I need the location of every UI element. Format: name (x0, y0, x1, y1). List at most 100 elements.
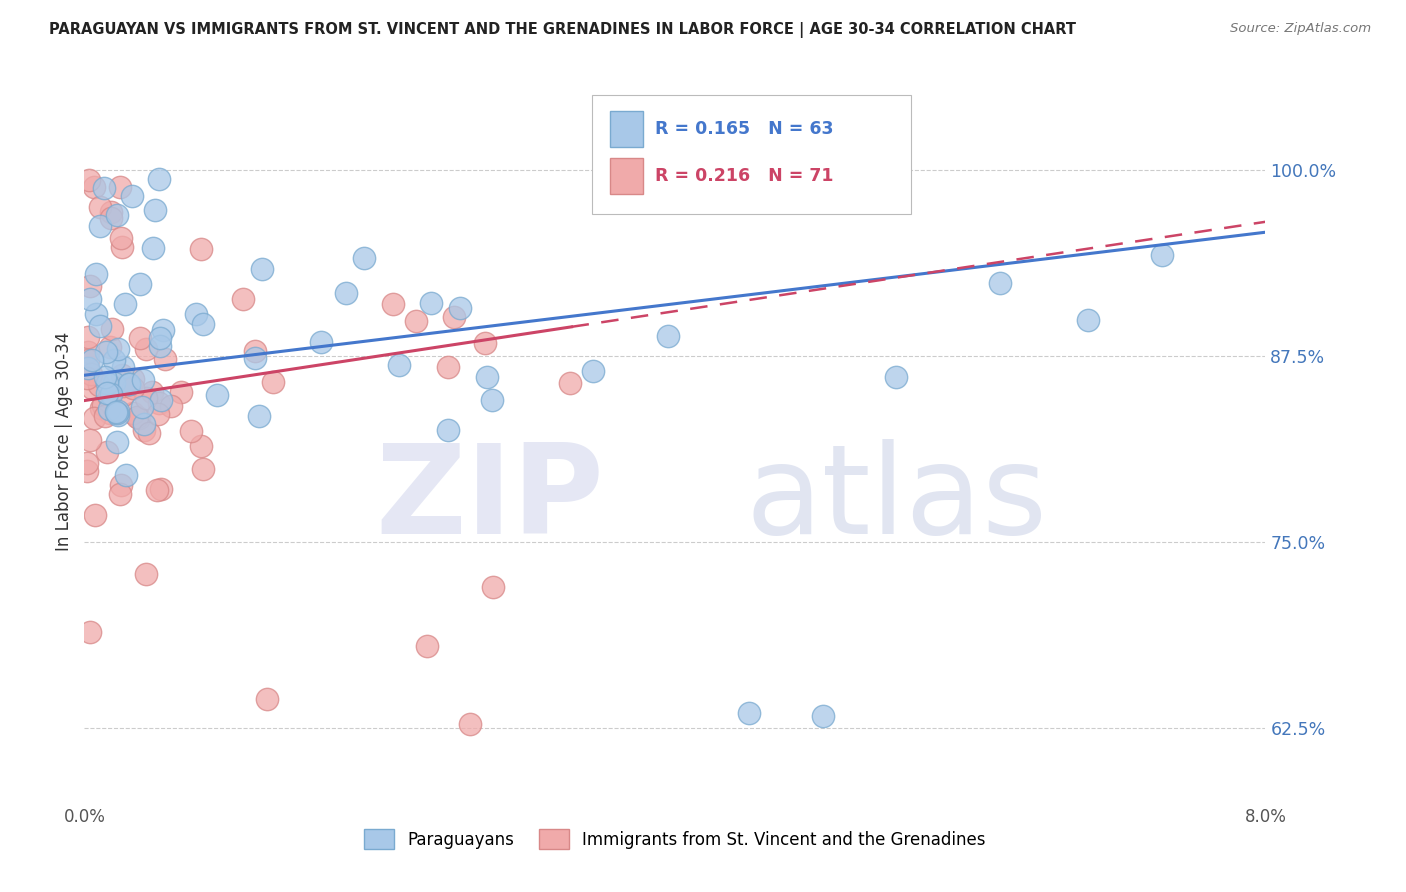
Point (89, 219, 111, 233)
Point (80, 368, 103, 382)
Point (105, 208, 128, 222)
Point (105, 434, 128, 449)
Point (146, 483, 169, 498)
Point (83, 410, 105, 425)
Point (90, 401, 112, 416)
Point (94, 409, 117, 423)
Point (122, 381, 145, 395)
Point (79, 434, 101, 448)
Point (155, 352, 177, 367)
Point (89, 319, 111, 334)
Point (135, 566, 157, 581)
Point (114, 297, 136, 311)
Point (738, 706, 761, 721)
Point (110, 231, 132, 245)
Legend: Paraguayans, Immigrants from St. Vincent and the Grenadines: Paraguayans, Immigrants from St. Vincent… (357, 822, 993, 856)
Point (449, 301, 471, 315)
Point (186, 307, 208, 321)
Point (80, 353, 103, 368)
Point (150, 393, 173, 408)
Point (477, 370, 499, 384)
Point (657, 329, 679, 343)
Point (100, 205, 122, 219)
Point (1150, 248, 1173, 262)
Bar (610, 111, 643, 147)
Point (83, 508, 105, 522)
Point (149, 483, 172, 497)
Point (121, 189, 143, 203)
Point (132, 417, 155, 431)
Point (98, 401, 121, 416)
Point (76, 465, 98, 479)
Text: atlas: atlas (745, 439, 1047, 560)
FancyBboxPatch shape (592, 95, 911, 214)
Point (309, 334, 332, 349)
Point (160, 399, 183, 413)
Point (103, 353, 125, 368)
Point (105, 406, 128, 420)
Point (481, 393, 503, 408)
Point (149, 339, 172, 353)
Point (458, 716, 481, 731)
Point (193, 318, 215, 332)
Point (135, 343, 157, 357)
Point (112, 388, 135, 402)
Point (97, 390, 120, 404)
Point (82, 381, 104, 395)
Point (101, 321, 124, 335)
Point (128, 410, 150, 425)
Point (107, 404, 129, 418)
Point (77, 360, 100, 375)
Point (77, 353, 100, 368)
Bar (610, 158, 643, 194)
Text: ZIP: ZIP (375, 439, 605, 560)
Point (190, 242, 212, 256)
Point (77, 173, 100, 187)
Text: Source: ZipAtlas.com: Source: ZipAtlas.com (1230, 22, 1371, 36)
Point (482, 580, 505, 594)
Point (114, 468, 136, 483)
Point (127, 409, 149, 424)
Point (118, 377, 141, 392)
Point (107, 408, 129, 422)
Point (103, 376, 125, 391)
Point (79, 625, 101, 640)
Point (243, 344, 266, 359)
Point (474, 336, 496, 351)
Point (84, 267, 107, 281)
Point (121, 405, 143, 419)
Point (437, 423, 460, 437)
Point (83, 180, 105, 194)
Point (381, 296, 404, 310)
Point (129, 331, 152, 345)
Point (416, 640, 439, 654)
Text: R = 0.216   N = 71: R = 0.216 N = 71 (655, 168, 834, 186)
Point (79, 278, 101, 293)
Point (129, 277, 152, 292)
Point (112, 360, 135, 375)
Point (388, 358, 411, 372)
Point (79, 293, 101, 307)
Point (419, 295, 441, 310)
Point (232, 293, 254, 307)
Point (256, 691, 278, 706)
Point (190, 439, 212, 453)
Point (443, 310, 465, 324)
Point (243, 351, 266, 365)
Point (76, 457, 98, 471)
Point (249, 409, 271, 423)
Point (353, 251, 375, 265)
Point (988, 276, 1011, 290)
Point (96, 345, 118, 359)
Point (148, 396, 170, 410)
Point (143, 203, 166, 218)
Point (121, 372, 143, 386)
Point (96, 385, 118, 400)
Point (134, 424, 156, 438)
Point (107, 342, 129, 356)
Point (84, 307, 107, 321)
Point (110, 478, 132, 492)
Point (582, 364, 605, 378)
Point (250, 262, 273, 277)
Point (131, 400, 153, 414)
